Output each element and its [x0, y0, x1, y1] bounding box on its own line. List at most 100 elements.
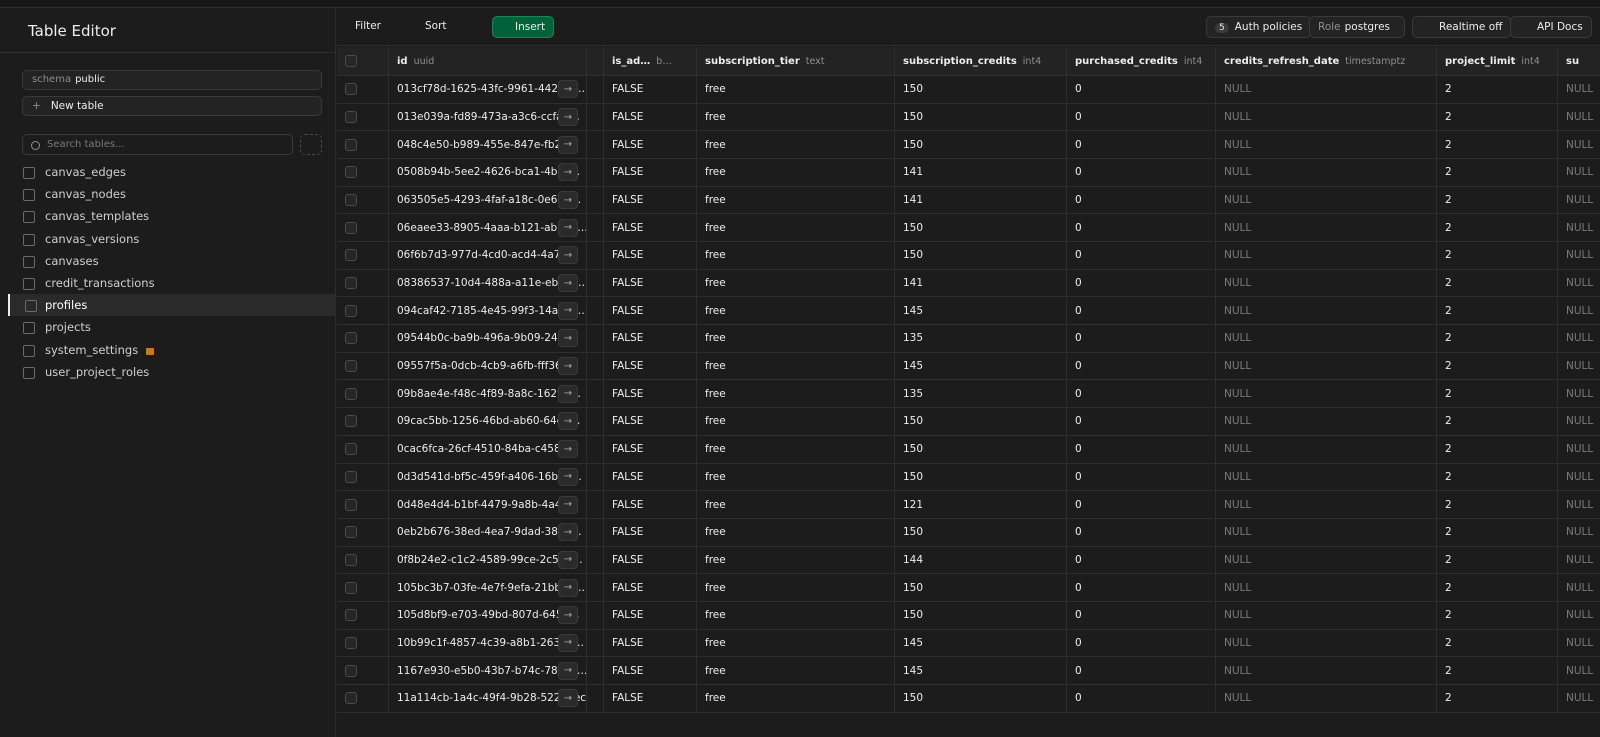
table-item[interactable]: canvas_templates	[8, 205, 336, 227]
column-name: purchased_credits	[1075, 55, 1178, 67]
checkbox[interactable]	[345, 360, 357, 373]
header-cell[interactable]: project_limit int4	[1437, 47, 1558, 75]
column-name: subscription_tier	[705, 55, 800, 67]
value: postgres	[1344, 21, 1390, 33]
checkbox[interactable]	[345, 553, 357, 566]
checkbox[interactable]	[345, 111, 357, 123]
checkbox[interactable]	[345, 581, 357, 594]
cell: NULL	[1216, 214, 1437, 242]
cell: free	[697, 546, 895, 574]
header-cell[interactable]: subscription_credits int4	[895, 47, 1067, 75]
realtime-button[interactable]: Realtime off	[1412, 16, 1512, 38]
checkbox[interactable]	[345, 526, 357, 539]
table-item[interactable]: canvas_edges	[8, 161, 336, 183]
row-link-button[interactable]	[558, 135, 578, 154]
table-item[interactable]: user_project_roles	[8, 361, 336, 383]
row-link-button[interactable]	[558, 274, 578, 293]
row-link-button[interactable]	[558, 440, 578, 459]
checkbox[interactable]	[345, 387, 357, 400]
table-name: credit_transactions	[45, 276, 155, 290]
header-cell[interactable]: subscription_tier text	[697, 47, 895, 75]
row-link-button[interactable]	[558, 163, 578, 182]
table-item[interactable]: projects	[8, 316, 336, 338]
cell: 150	[895, 214, 1067, 242]
row-link-button[interactable]	[558, 661, 578, 680]
cell-value: free	[705, 360, 726, 373]
table-item[interactable]: canvas_versions	[8, 228, 336, 250]
checkbox[interactable]	[345, 304, 357, 317]
row-link-button[interactable]	[558, 523, 578, 542]
checkbox[interactable]	[345, 470, 357, 483]
checkbox[interactable]	[345, 194, 357, 207]
header-cell[interactable]	[337, 47, 389, 75]
header-cell[interactable]: is_ad… b…	[604, 47, 697, 75]
row-link-button[interactable]	[558, 578, 578, 597]
row-link-button[interactable]	[558, 384, 578, 403]
row-link-button[interactable]	[558, 550, 578, 569]
insert-button[interactable]: Insert	[492, 16, 555, 38]
row-link-button[interactable]	[558, 80, 578, 99]
header-cell[interactable]: id uuid	[389, 47, 587, 75]
auth-policies-button[interactable]: 5 Auth policies	[1206, 16, 1312, 38]
filter-button[interactable]: Filter	[347, 16, 389, 38]
cell: 2	[1437, 684, 1558, 712]
checkbox[interactable]	[345, 249, 357, 262]
checkbox[interactable]	[345, 138, 357, 151]
checkbox[interactable]	[345, 55, 357, 67]
schema-select[interactable]: schema public	[22, 70, 322, 90]
cell-value: FALSE	[612, 249, 644, 262]
sort-button[interactable]: Sort	[417, 16, 455, 38]
row-link-button[interactable]	[558, 301, 578, 320]
row-link-button[interactable]	[558, 412, 578, 431]
cell	[587, 684, 604, 712]
checkbox[interactable]	[345, 166, 357, 179]
row-link-button[interactable]	[558, 218, 578, 237]
checkbox[interactable]	[345, 498, 357, 511]
checkbox[interactable]	[345, 415, 357, 428]
checkbox[interactable]	[345, 664, 357, 677]
main-panel: Filter Sort Insert 5 Auth policies Role po…	[337, 8, 1600, 737]
checkbox[interactable]	[345, 692, 357, 705]
cell: FALSE	[604, 159, 697, 186]
search-input[interactable]: Search tables...	[22, 134, 293, 155]
cell: NULL	[1216, 684, 1437, 712]
row-link-button[interactable]	[558, 357, 578, 376]
api-docs-button[interactable]: API Docs	[1510, 16, 1592, 38]
data-row: 013e039a-fd89-473a-a3c6-ccfa9… FALSE free 1…	[337, 103, 1600, 132]
checkbox[interactable]	[345, 83, 357, 96]
checkbox[interactable]	[345, 443, 357, 456]
row-link-button[interactable]	[558, 467, 578, 486]
role-button[interactable]: Role postgres	[1309, 16, 1405, 38]
checkbox[interactable]	[345, 221, 357, 234]
new-table-button[interactable]: New table	[22, 96, 322, 116]
row-link-button[interactable]	[558, 329, 578, 348]
table-item[interactable]: credit_transactions	[8, 272, 336, 294]
row-link-button[interactable]	[558, 689, 578, 708]
row-link-button[interactable]	[558, 191, 578, 210]
header-cell[interactable]: purchased_credits int4	[1067, 47, 1216, 75]
table-item[interactable]: canvas_nodes	[8, 183, 336, 205]
cell: NULL	[1558, 159, 1600, 186]
row-link-button[interactable]	[558, 108, 578, 126]
cell: 145	[895, 629, 1067, 657]
cell-value: 0d48e4d4-b1bf-4479-9a8b-4a4b…	[397, 498, 579, 511]
row-link-button[interactable]	[558, 633, 578, 652]
table-item[interactable]: system_settings	[8, 339, 336, 361]
table-item[interactable]: profiles	[8, 294, 336, 317]
checkbox[interactable]	[345, 277, 357, 290]
cell-value: 0508b94b-5ee2-4626-bca1-4bca…	[397, 166, 581, 179]
filter-button[interactable]	[300, 134, 322, 155]
cell-value: NULL	[1224, 581, 1252, 594]
cell-value: free	[705, 138, 726, 151]
header-cell[interactable]: su	[1558, 47, 1600, 75]
checkbox[interactable]	[345, 332, 357, 345]
row-link-button[interactable]	[558, 606, 578, 625]
cell: 144	[895, 546, 1067, 574]
row-link-button[interactable]	[558, 246, 578, 265]
row-link-button[interactable]	[558, 495, 578, 514]
checkbox[interactable]	[345, 609, 357, 622]
header-cell[interactable]: credits_refresh_date timestamptz	[1216, 47, 1437, 75]
cell-value: 0d3d541d-bf5c-459f-a406-16b93…	[397, 470, 582, 483]
table-item[interactable]: canvases	[8, 250, 336, 272]
checkbox[interactable]	[345, 636, 357, 649]
